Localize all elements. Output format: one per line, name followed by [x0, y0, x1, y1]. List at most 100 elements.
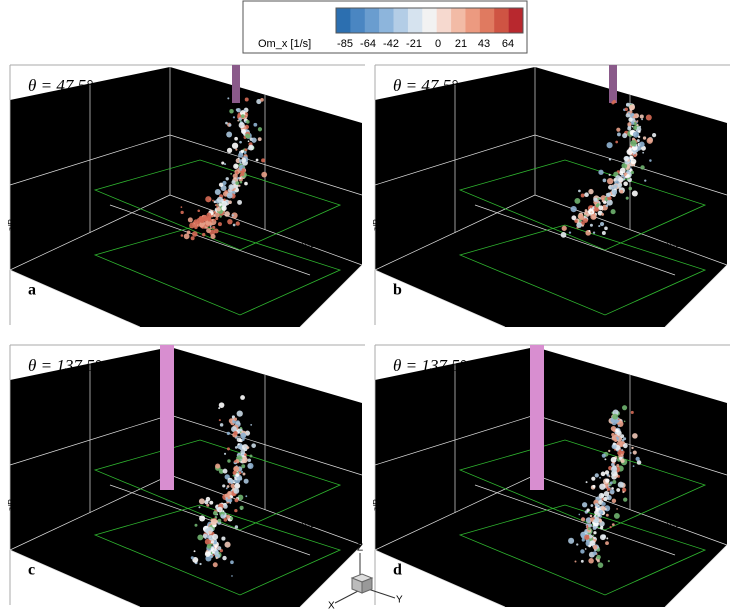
- vortex-blob: [602, 200, 604, 202]
- vortex-blob: [578, 514, 580, 516]
- plot-volume: [375, 347, 727, 607]
- vortex-blob: [598, 225, 600, 227]
- vortex-blob: [604, 491, 609, 496]
- vortex-blob: [613, 185, 617, 189]
- vortex-blob: [240, 431, 242, 433]
- vortex-blob: [248, 145, 254, 151]
- vortex-blob: [227, 480, 230, 483]
- vortex-blob: [612, 480, 616, 484]
- vortex-blob: [228, 200, 232, 204]
- z-axis-label: z/R: [372, 499, 381, 511]
- vortex-blob: [214, 548, 217, 551]
- colorbar-cell: [365, 8, 380, 33]
- vortex-blob: [562, 226, 567, 231]
- vortex-blob: [633, 465, 635, 467]
- vortex-blob: [623, 181, 628, 186]
- vortex-blob: [602, 454, 606, 458]
- vortex-blob: [586, 509, 589, 512]
- vortex-blob: [219, 183, 223, 187]
- vortex-blob: [607, 496, 610, 499]
- panel: θ = 137.5°cz/R-1-1.2-1.4y/R0.511.5x/R-1-…: [7, 345, 365, 607]
- vortex-blob: [576, 543, 578, 545]
- panel: θ = 47.5°az/R-1-1.2-1.4y/R0.511.5x/R-1-0…: [7, 65, 365, 327]
- vortex-blob: [618, 425, 620, 427]
- x-tick-label: 0.5: [643, 550, 655, 559]
- vortex-blob: [627, 122, 631, 126]
- vortex-blob: [208, 531, 211, 534]
- x-tick-label: 1: [222, 310, 227, 319]
- x-tick-label: 0: [302, 520, 307, 529]
- vortex-blob: [581, 517, 585, 521]
- vortex-blob: [575, 560, 577, 562]
- vortex-blob: [250, 455, 253, 458]
- x-tick-label: -0.5: [693, 490, 707, 499]
- vortex-blob: [590, 504, 593, 507]
- vortex-blob: [626, 103, 630, 107]
- vortex-blob: [620, 190, 624, 194]
- vortex-blob: [216, 520, 218, 522]
- vortex-blob: [602, 502, 606, 506]
- vortex-blob: [601, 472, 606, 477]
- vortex-blob: [606, 514, 609, 517]
- vortex-blob: [188, 217, 193, 222]
- vortex-blob: [256, 159, 259, 162]
- vortex-blob: [240, 181, 243, 184]
- colorbar-cell: [336, 8, 351, 33]
- y-tick-label: 1: [152, 571, 157, 580]
- panel-angle: θ = 137.5°: [28, 356, 102, 375]
- colorbar-cell: [437, 8, 452, 33]
- x-tick-label: 1: [222, 590, 227, 599]
- vortex-blob: [195, 225, 197, 227]
- vortex-blob: [580, 549, 584, 553]
- vortex-blob: [260, 98, 264, 102]
- vortex-blob: [199, 515, 205, 521]
- vortex-blob: [251, 138, 256, 143]
- vortex-blob: [233, 475, 235, 477]
- colorbar-cell: [422, 8, 437, 33]
- vortex-blob: [605, 470, 609, 474]
- x-tick-label: -1: [350, 462, 358, 471]
- y-tick-label: 1.5: [570, 310, 582, 319]
- colorbar-cell: [480, 8, 495, 33]
- vortex-blob: [224, 453, 226, 455]
- vortex-blob: [245, 448, 247, 450]
- vortex-blob: [598, 205, 603, 210]
- vortex-blob: [618, 482, 624, 488]
- vortex-blob: [253, 123, 257, 127]
- x-tick-label: 0: [667, 240, 672, 249]
- vortex-blob: [223, 469, 228, 474]
- vortex-blob: [640, 165, 644, 169]
- vortex-blob: [244, 479, 249, 484]
- vortex-blob: [235, 473, 239, 477]
- vortex-blob: [240, 450, 245, 455]
- vortex-blob: [641, 118, 643, 120]
- vortex-blob: [639, 142, 645, 148]
- vortex-blob: [621, 449, 623, 451]
- vortex-blob: [618, 419, 620, 421]
- vortex-blob: [622, 491, 624, 493]
- colorbar-cell: [451, 8, 466, 33]
- colorbar-tick: 64: [502, 38, 514, 50]
- vortex-blob: [578, 190, 581, 193]
- vortex-blob: [612, 414, 618, 420]
- vortex-blob: [247, 458, 251, 462]
- vortex-blob: [608, 485, 610, 487]
- vortex-blob: [245, 98, 249, 102]
- vortex-blob: [593, 232, 595, 234]
- vortex-blob: [624, 156, 629, 161]
- vortex-blob: [626, 174, 630, 178]
- vortex-blob: [631, 411, 634, 414]
- z-tick-label: -1: [385, 480, 393, 489]
- y-tick-label: 1.5: [205, 590, 217, 599]
- y-tick-label: 1: [517, 571, 522, 580]
- vortex-blob: [250, 424, 252, 426]
- vortex-blob: [602, 197, 604, 199]
- vortex-blob: [199, 506, 201, 508]
- vortex-blob: [240, 162, 242, 164]
- vortex-blob: [234, 509, 237, 512]
- vortex-blob: [236, 171, 239, 174]
- vortex-blob: [197, 209, 200, 212]
- cylinder: [609, 65, 617, 103]
- vortex-blob: [588, 189, 593, 194]
- vortex-blob: [248, 140, 250, 142]
